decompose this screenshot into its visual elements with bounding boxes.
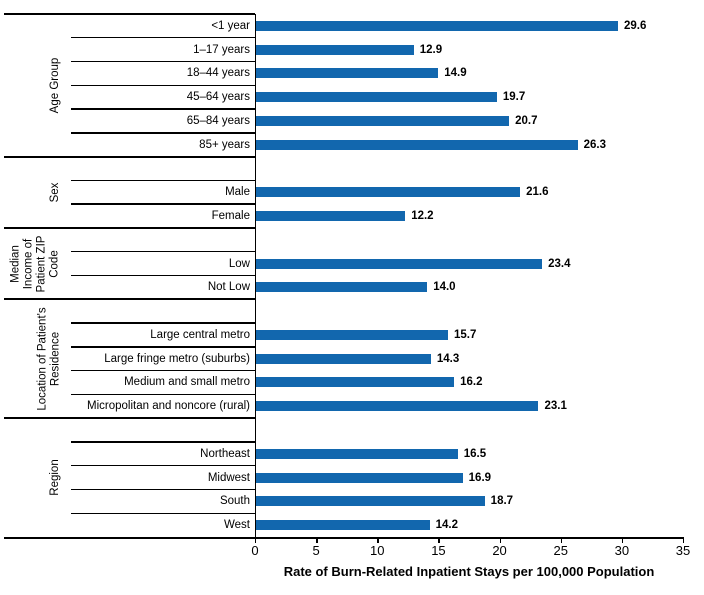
y-axis-line (255, 14, 257, 537)
category-separator-line (71, 512, 255, 514)
value-label: 14.9 (444, 67, 467, 80)
x-axis-tick (316, 539, 318, 543)
bar (256, 115, 510, 126)
value-label: 21.6 (526, 186, 549, 199)
bar (256, 258, 543, 269)
category-label: Large fringe metro (suburbs) (104, 352, 250, 365)
category-separator-line (71, 60, 255, 63)
value-label: 18.7 (490, 495, 514, 508)
category-separator-line (71, 346, 255, 348)
category-label: 45–64 years (186, 91, 250, 104)
x-axis-title: Rate of Burn-Related Inpatient Stays per… (283, 564, 655, 579)
category-separator-line (71, 203, 255, 205)
x-axis-tick (621, 539, 624, 543)
category-separator-line (71, 322, 255, 324)
category-separator-line (71, 393, 255, 396)
value-label: 14.0 (433, 281, 456, 294)
category-label: Midwest (207, 471, 250, 484)
value-label: 15.7 (453, 328, 477, 341)
category-separator-line (71, 132, 255, 134)
value-label: 29.6 (623, 19, 647, 32)
bar (256, 187, 521, 198)
category-separator-line (71, 179, 255, 182)
x-axis-line (4, 537, 684, 539)
bar (256, 377, 455, 388)
category-separator-line (71, 84, 255, 86)
x-axis-tick-label: 20 (492, 543, 507, 558)
category-label: 85+ years (199, 138, 250, 151)
category-label: Medium and small metro (124, 376, 250, 389)
category-label: Female (211, 210, 250, 223)
value-label: 12.2 (411, 210, 434, 223)
group-label: Age Group (49, 57, 61, 114)
x-axis-tick (499, 539, 501, 543)
category-separator-line (71, 441, 255, 443)
group-separator-line (4, 13, 255, 15)
group-separator-line (4, 226, 255, 229)
value-label: 19.7 (502, 91, 526, 104)
bar (256, 68, 439, 79)
bar (256, 329, 448, 340)
group-separator-line (4, 155, 255, 158)
x-axis-tick (377, 539, 379, 543)
bar (256, 401, 539, 412)
bar (256, 139, 578, 150)
x-axis-tick-label: 5 (312, 543, 320, 558)
x-axis-tick (560, 539, 563, 543)
category-separator-line (71, 37, 255, 39)
value-label: 23.4 (548, 257, 571, 270)
value-label: 12.9 (419, 43, 443, 56)
category-label: Northeast (200, 447, 250, 460)
value-label: 20.7 (515, 114, 538, 127)
x-axis-tick-label: 25 (553, 543, 568, 558)
category-separator-line (71, 369, 255, 372)
value-label: 23.1 (544, 400, 567, 413)
x-axis-tick (683, 539, 685, 543)
category-label: South (219, 495, 250, 508)
value-label: 14.2 (435, 519, 459, 532)
bar (256, 282, 428, 293)
category-label: Micropolitan and noncore (rural) (87, 400, 250, 413)
category-label: Low (228, 257, 250, 270)
x-axis-tick-label: 35 (675, 543, 691, 558)
x-axis-tick (255, 539, 257, 543)
x-axis-tick-label: 0 (251, 543, 259, 558)
bar (256, 44, 414, 55)
bar (256, 20, 618, 31)
category-separator-line (71, 108, 255, 110)
category-separator-line (71, 488, 255, 491)
category-separator-line (71, 274, 255, 277)
value-label: 16.9 (468, 471, 492, 484)
bar (256, 92, 497, 103)
category-label: Large central metro (150, 328, 250, 341)
value-label: 16.5 (463, 447, 487, 460)
x-axis-tick-label: 10 (370, 543, 385, 558)
category-separator-line (71, 464, 255, 467)
x-axis-tick (438, 539, 440, 543)
group-separator-line (4, 298, 255, 301)
category-label: Not Low (207, 281, 250, 294)
category-label: 65–84 years (186, 114, 250, 127)
category-label: 1–17 years (193, 43, 250, 56)
bar (256, 520, 430, 531)
group-separator-line (4, 417, 255, 420)
value-label: 16.2 (460, 376, 483, 389)
x-axis-tick-label: 30 (614, 543, 630, 558)
bar (256, 496, 485, 507)
category-separator-line (71, 251, 255, 253)
x-axis-tick-label: 15 (431, 543, 446, 558)
bar (256, 211, 406, 222)
value-label: 26.3 (583, 138, 606, 151)
bar (256, 472, 463, 483)
category-label: Male (225, 186, 250, 199)
category-label: West (224, 519, 250, 532)
bar (256, 448, 458, 459)
category-label: 18–44 years (186, 67, 250, 80)
bar (256, 353, 431, 364)
value-label: 14.3 (436, 352, 460, 365)
category-label: <1 year (211, 19, 250, 32)
